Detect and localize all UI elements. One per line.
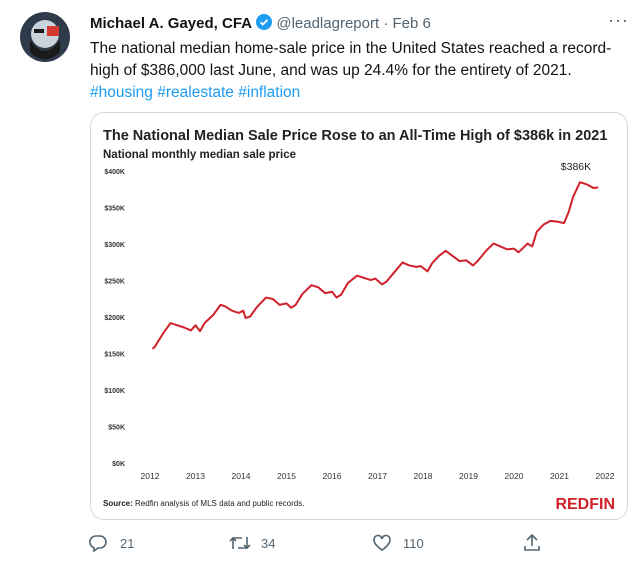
y-tick-label: $250K — [104, 278, 125, 285]
y-tick-label: $50K — [108, 424, 125, 431]
y-tick-label: $0K — [112, 461, 125, 468]
price-line — [151, 181, 599, 350]
x-tick-label: 2014 — [232, 471, 251, 481]
retweet-count: 34 — [261, 536, 276, 551]
brand-logo: REDFIN — [555, 496, 615, 513]
source-label: Source: — [103, 499, 133, 508]
reply-count: 21 — [120, 536, 135, 551]
y-tick-label: $200K — [104, 315, 125, 322]
verified-badge — [256, 14, 273, 30]
chart-title: The National Median Sale Price Rose to a… — [103, 128, 607, 144]
x-tick-label: 2016 — [323, 471, 342, 481]
x-tick-label: 2017 — [368, 471, 387, 481]
x-tick-label: 2013 — [186, 471, 205, 481]
reply-icon[interactable] — [88, 533, 108, 553]
x-tick-label: 2019 — [459, 471, 478, 481]
avatar[interactable] — [20, 12, 70, 62]
chart: The National Median Sale Price Rose to a… — [103, 128, 615, 513]
source-text: Redfin analysis of MLS data and public r… — [135, 499, 304, 508]
y-tick-label: $350K — [104, 205, 125, 212]
hashtag[interactable]: #housing — [90, 84, 153, 101]
y-tick-label: $150K — [104, 351, 125, 358]
like-icon[interactable] — [372, 534, 392, 552]
handle[interactable]: @leadlagreport — [276, 15, 380, 32]
more-menu[interactable]: ··· — [608, 10, 629, 30]
x-tick-label: 2020 — [505, 471, 524, 481]
retweet-icon[interactable] — [228, 533, 252, 553]
y-tick-label: $400K — [104, 169, 125, 176]
source-note: Source: Redfin analysis of MLS data and … — [103, 499, 304, 508]
share-icon[interactable] — [522, 532, 542, 552]
hashtag[interactable]: #inflation — [238, 84, 301, 101]
x-tick-label: 2012 — [141, 471, 160, 481]
x-tick-label: 2015 — [277, 471, 296, 481]
x-tick-label: 2018 — [414, 471, 433, 481]
media-card[interactable]: The National Median Sale Price Rose to a… — [90, 112, 628, 520]
like-count: 110 — [403, 536, 424, 551]
date[interactable]: Feb 6 — [392, 15, 431, 32]
separator: · — [383, 15, 389, 32]
peak-annotation: $386K — [561, 161, 591, 173]
y-tick-label: $100K — [104, 388, 125, 395]
y-tick-label: $300K — [104, 242, 125, 249]
tweet-header: Michael A. Gayed, CFA @leadlagreport · F… — [90, 14, 431, 32]
tweet-text: The national median home-sale price in t… — [90, 38, 620, 104]
tweet-body: The national median home-sale price in t… — [90, 40, 612, 79]
hashtag[interactable]: #realestate — [157, 84, 234, 101]
x-tick-label: 2022 — [596, 471, 615, 481]
author-name[interactable]: Michael A. Gayed, CFA — [90, 15, 252, 32]
chart-subtitle: National monthly median sale price — [103, 149, 296, 161]
x-tick-label: 2021 — [550, 471, 569, 481]
